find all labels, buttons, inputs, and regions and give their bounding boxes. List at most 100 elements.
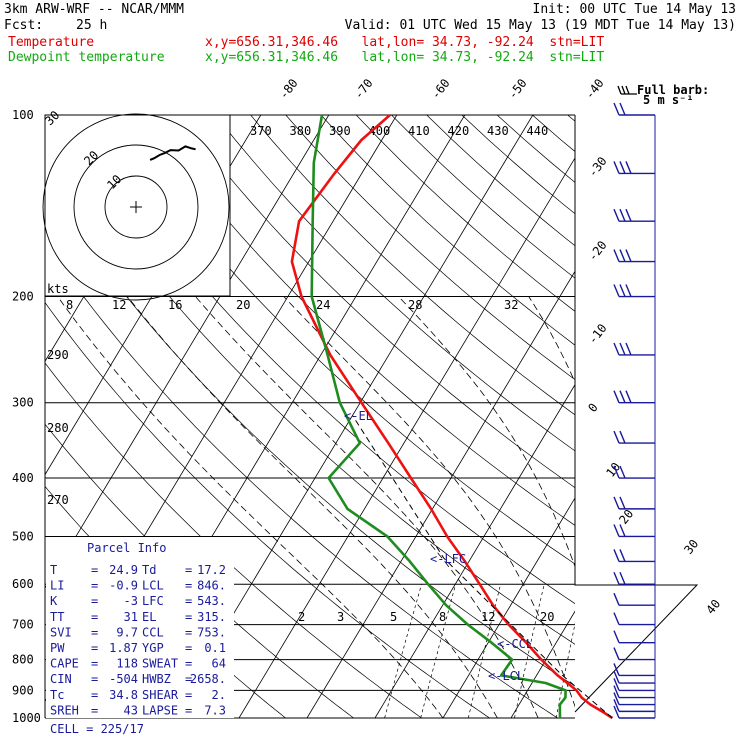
parcel-info-eq: = [185, 594, 192, 608]
pressure-tick-label: 600 [12, 577, 34, 591]
mixing-ratio-line [420, 584, 456, 718]
pressure-tick-label: 400 [12, 471, 34, 485]
wind-barb [613, 524, 655, 538]
temperature-location: x,y=656.31,346.46 lat,lon= 34.73, -92.24… [205, 35, 605, 50]
wind-barb [613, 161, 655, 175]
temperature-curve [290, 114, 614, 720]
parcel-info-eq: = [185, 703, 192, 717]
hodograph-ring [73, 144, 199, 270]
parcel-info-key: T [50, 563, 57, 577]
barb-legend-unit: 5 m s⁻¹ [643, 93, 694, 107]
wind-barb [613, 699, 655, 713]
temperature-tick-label: 0 [585, 401, 600, 415]
parcel-info-box: Parcel Info T = 24.9 Td = 17.2 LI = -0.9 LCL = 846. K… [46, 537, 234, 736]
pressure-tick-label: 800 [12, 653, 34, 667]
parcel-info-eq: = [185, 579, 192, 593]
parcel-info-value: 2. [212, 688, 226, 702]
forecast-hour: 25 h [76, 18, 108, 33]
speed-tick-label: 8 [66, 298, 73, 312]
speed-tick-label: 28 [408, 298, 422, 312]
mixing-ratio-line [555, 622, 575, 718]
isotherm [238, 157, 575, 718]
dry-adiabat [638, 115, 740, 718]
temperature-tick-label: -70 [351, 76, 375, 102]
isotherm [306, 270, 575, 718]
el-marker: <-EL [344, 409, 373, 423]
dry-adiabat [603, 115, 740, 718]
isotherm [579, 115, 740, 718]
parcel-info-eq: = [185, 688, 192, 702]
mixing-ratio-line [384, 584, 422, 718]
theta-e-label: 290 [47, 348, 69, 362]
header: 3km ARW-WRF -- NCAR/MMM Init: 00 UTC Tue… [0, 0, 740, 70]
wind-barb [613, 692, 655, 706]
temperature-tick-label: -80 [276, 76, 300, 102]
parcel-path [352, 415, 613, 719]
pressure-tick-label: 500 [12, 529, 34, 543]
ccl-marker: <-CCL [497, 637, 533, 651]
parcel-info-key: PW [50, 641, 65, 655]
parcel-info-key: HWBZ [142, 672, 171, 686]
parcel-info-eq: = [91, 563, 98, 577]
parcel-info-value: 0.1 [204, 641, 226, 655]
barb-legend-icon [617, 85, 637, 95]
parcel-info-key: CCL [142, 625, 164, 639]
parcel-info-eq: = [91, 594, 98, 608]
parcel-info-value: 118 [116, 657, 138, 671]
parcel-info-value: 2658. [190, 672, 226, 686]
parcel-info-key: SHEAR [142, 688, 179, 702]
dry-adiabat [567, 115, 575, 122]
dry-adiabat [144, 115, 575, 526]
wind-barb [613, 430, 655, 444]
right-axis-lower [574, 537, 699, 713]
parcel-info-key: CIN [50, 672, 72, 686]
parcel-info-value: 64 [212, 657, 226, 671]
parcel-info-value: 315. [197, 610, 226, 624]
parcel-info-key: LCL [142, 579, 164, 593]
dry-adiabat [461, 115, 575, 215]
hodograph-ring [42, 113, 230, 301]
valid-time: Valid: 01 UTC Wed 15 May 13 (19 MDT Tue … [344, 18, 736, 33]
wind-barb [613, 630, 655, 644]
parcel-info-title: Parcel Info [87, 541, 166, 555]
wind-barb [613, 571, 655, 585]
temperature-tick-label: -60 [428, 76, 452, 102]
dry-adiabat [496, 115, 575, 183]
theta-label: 440 [527, 124, 549, 138]
parcel-info-key: YGP [142, 641, 164, 655]
parcel-info-value: 543. [197, 594, 226, 608]
dry-adiabat [74, 115, 575, 605]
pressure-tick-label: 1000 [12, 711, 41, 725]
pressure-tick-label: 900 [12, 683, 34, 697]
isotherm [374, 383, 575, 718]
wind-barb [613, 342, 655, 356]
parcel-info-key: TT [50, 610, 64, 624]
theta-label: 380 [290, 124, 312, 138]
wind-barb [613, 670, 655, 684]
dry-adiabat [215, 115, 575, 452]
mixing-ratio-label: 8 [439, 610, 446, 624]
wind-barb [613, 685, 655, 699]
forecast-label: Fcst: [4, 18, 44, 33]
dry-adiabat [285, 115, 575, 381]
parcel-info-key: K [50, 594, 58, 608]
theta-label: 390 [329, 124, 351, 138]
wind-barb [613, 647, 655, 661]
parcel-info-key: LFC [142, 594, 164, 608]
parcel-info-key: SWEAT [142, 657, 178, 671]
parcel-info-value: 24.9 [109, 563, 138, 577]
dry-adiabat [45, 123, 575, 645]
theta-label: 370 [250, 124, 272, 138]
wind-barb [613, 663, 655, 677]
parcel-info-eq: = [185, 641, 192, 655]
parcel-info-value: 7.3 [204, 703, 226, 717]
wind-barb [613, 102, 655, 116]
isotherm [510, 610, 575, 718]
temperature-tick-label: -50 [505, 76, 529, 102]
wind-barb [613, 249, 655, 263]
dry-adiabat [45, 301, 490, 718]
parcel-info-value: 31 [124, 610, 138, 624]
isotherm [647, 115, 740, 718]
mixing-ratio-line [467, 584, 501, 718]
parcel-info-eq: = [91, 625, 98, 639]
